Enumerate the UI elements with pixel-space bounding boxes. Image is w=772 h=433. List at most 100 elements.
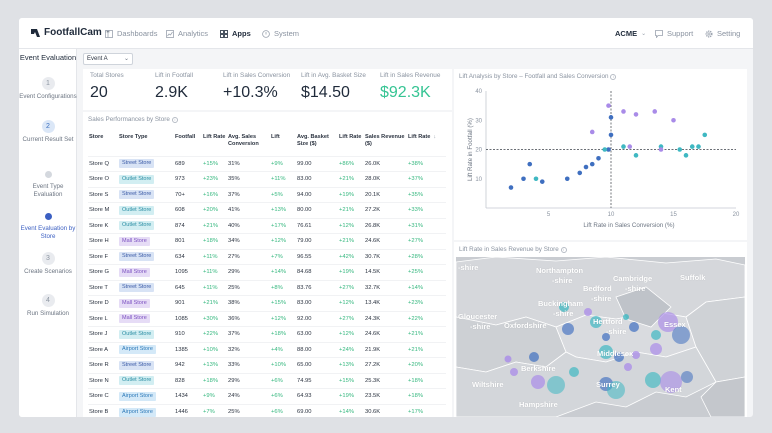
table-row[interactable]: Store R Street Store 942 +13% 33% +10% 65.00 +1… (88, 357, 446, 373)
store-bubble[interactable] (614, 352, 624, 362)
scatter-point[interactable] (596, 155, 601, 161)
scatter-point[interactable] (689, 144, 695, 149)
scatter-point[interactable] (621, 109, 626, 114)
scatter-point[interactable] (508, 185, 514, 190)
support-link[interactable]: Support (655, 29, 693, 38)
table-row[interactable]: Store C Airport Store 1434 +9% 24% +6% 64.93 +1… (88, 388, 446, 404)
column-header[interactable]: Lift Rate (339, 134, 362, 140)
table-row[interactable]: Store Q Street Store 689 +15% 31% +9% 99.00 +86… (88, 155, 446, 172)
scatter-point[interactable] (658, 147, 664, 152)
store-bubble[interactable] (624, 363, 632, 371)
store-bubble[interactable] (599, 345, 613, 359)
step-create-scenarios[interactable]: 3 Create Scenarios (19, 252, 77, 276)
scatter-point[interactable] (633, 153, 639, 158)
store-bubble[interactable] (562, 323, 574, 335)
table-row[interactable]: Store L Mall Store 1085 +30% 36% +12% 92.00 +27… (88, 310, 446, 327)
info-icon[interactable]: i (610, 74, 617, 80)
scatter-point[interactable] (702, 132, 708, 138)
table-row[interactable]: Store S Street Store 70+ +16% 37% +5% 94.00 +19… (88, 186, 446, 203)
scatter-point[interactable] (606, 147, 611, 152)
scatter-point[interactable] (564, 176, 570, 182)
column-header[interactable]: Avg. Basket Size ($) (297, 134, 329, 147)
table-row[interactable]: Store H Mall Store 801 +18% 34% +12% 79.00 +21%… (88, 233, 446, 249)
scatter-point[interactable] (652, 109, 658, 114)
column-header[interactable]: Store (89, 134, 104, 140)
scatter-point[interactable] (521, 176, 526, 182)
store-bubble[interactable] (672, 326, 690, 344)
store-bubble[interactable] (590, 316, 602, 328)
info-icon[interactable]: i (171, 117, 178, 123)
store-bubble[interactable] (569, 367, 579, 377)
store-bubble[interactable] (607, 381, 625, 399)
table-row[interactable]: Store K Outlet Store 874 +21% 40% +17% 76.61 +1… (88, 217, 446, 234)
scatter-point[interactable] (683, 153, 689, 158)
table-row[interactable]: Store A Airport Store 1385 +10% 32% +4% 88.00 +… (88, 341, 446, 358)
info-icon[interactable]: i (560, 247, 567, 253)
column-header[interactable]: Lift (271, 134, 280, 140)
scatter-point[interactable] (606, 103, 611, 108)
scatter-point[interactable] (696, 144, 701, 149)
step-event-configurations[interactable]: 1 Event Configurations (19, 77, 77, 101)
store-bubble[interactable] (650, 343, 662, 355)
store-bubble[interactable] (658, 312, 678, 332)
store-bubble[interactable] (504, 355, 512, 363)
event-select-dropdown[interactable]: Event A ⌄ (83, 53, 133, 65)
table-row[interactable]: Store G Mall Store 1095 +11% 29% +14% 84.68 +19… (88, 264, 446, 280)
column-header[interactable]: Lift Rate ↓ (408, 134, 437, 140)
scatter-point[interactable] (577, 170, 583, 176)
table-row[interactable]: Store D Mall Store 901 +21% 38% +15% 83.00 +12%… (88, 295, 446, 311)
store-bubble[interactable] (660, 371, 682, 393)
store-bubble[interactable] (623, 314, 629, 320)
nav-apps[interactable]: Apps (220, 29, 251, 38)
column-header[interactable]: Store Type (119, 134, 148, 140)
scatter-point[interactable] (633, 112, 639, 117)
scatter-point[interactable] (527, 161, 533, 167)
scatter-point[interactable] (602, 147, 608, 152)
table-row[interactable]: Store M Outlet Store 608 +20% 41% +13% 80.00 +2… (88, 202, 446, 218)
table-row[interactable]: Store B Airport Store 1446 +7% 25% +6% 69.00 +1… (88, 403, 446, 417)
account-switcher[interactable]: ACME ⌄ (615, 29, 646, 38)
scatter-point[interactable] (627, 144, 633, 149)
table-row[interactable]: Store T Street Store 645 +11% 25% +8% 83.76 +27… (88, 279, 446, 296)
step-run-simulation[interactable]: 4 Run Simulation (19, 294, 77, 318)
scatter-point[interactable] (589, 161, 595, 167)
column-header[interactable]: Sales Revenue ($) (365, 134, 405, 147)
scatter-point[interactable] (539, 179, 545, 184)
store-bubble[interactable] (651, 330, 661, 340)
scatter-point[interactable] (608, 132, 614, 138)
brand-logo[interactable]: FootfallCam ™ (31, 27, 110, 38)
scatter-point[interactable] (589, 129, 595, 135)
scatter-point[interactable] (621, 144, 626, 149)
scatter-point[interactable] (677, 147, 683, 152)
setting-link[interactable]: Setting (705, 29, 740, 38)
column-header[interactable]: Lift Rate (203, 134, 226, 140)
store-bubble[interactable] (547, 376, 565, 394)
sort-down-icon[interactable]: ↓ (433, 134, 437, 140)
step-current-result-set[interactable]: 2 Current Result Set (19, 120, 77, 144)
nav-dashboards[interactable]: Dashboards (105, 29, 157, 38)
table-row[interactable]: Store J Outlet Store 910 +22% 37% +18% 63.00 +1… (88, 326, 446, 342)
scatter-point[interactable] (608, 115, 614, 120)
store-bubble[interactable] (629, 322, 639, 332)
step-event-type-evaluation[interactable]: Event Type Evaluation (19, 171, 77, 198)
nav-analytics[interactable]: Analytics (166, 29, 208, 38)
table-row[interactable]: Store N Outlet Store 828 +18% 29% +6% 74.95 +15… (88, 372, 446, 389)
scatter-point[interactable] (583, 164, 589, 170)
table-row[interactable]: Store F Street Store 634 +11% 27% +7% 96.55 +42… (88, 248, 446, 265)
store-bubble[interactable] (584, 308, 592, 316)
store-bubble[interactable] (602, 333, 610, 341)
store-bubble[interactable] (632, 351, 640, 359)
store-bubble[interactable] (559, 302, 569, 312)
store-bubble[interactable] (531, 375, 545, 389)
store-bubble[interactable] (529, 352, 539, 362)
step-event-evaluation-by-store[interactable]: Event Evaluation by Store (19, 213, 77, 240)
nav-system[interactable]: System (262, 29, 299, 38)
table-row[interactable]: Store O Outlet Store 973 +23% 35% +11% 83.00 +2… (88, 171, 446, 187)
store-bubble[interactable] (510, 368, 518, 376)
store-bubble[interactable] (645, 372, 661, 388)
column-header[interactable]: Footfall (175, 134, 196, 140)
store-revenue-map[interactable]: -shire Northampton -shire Cambridge -shi… (456, 257, 745, 417)
store-bubble[interactable] (681, 371, 693, 383)
scatter-point[interactable] (533, 176, 539, 182)
column-header[interactable]: Avg. Sales Conversion (228, 134, 259, 147)
